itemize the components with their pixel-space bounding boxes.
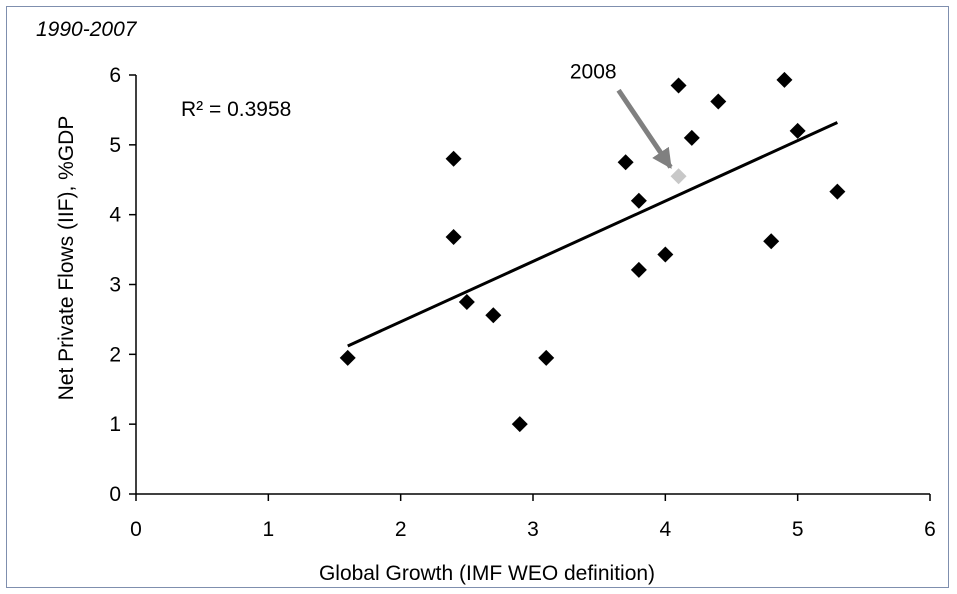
data-point xyxy=(683,129,700,146)
y-tick-label: 0 xyxy=(109,483,121,506)
data-points xyxy=(339,71,846,433)
axes xyxy=(135,75,930,495)
trendline xyxy=(347,121,838,348)
y-tick-label: 6 xyxy=(109,64,121,87)
data-point xyxy=(657,246,674,263)
y-axis-label: Net Private Flows (IIF), %GDP xyxy=(55,116,78,401)
data-point xyxy=(485,307,502,324)
data-point xyxy=(710,93,727,110)
x-tick-label: 0 xyxy=(130,518,142,541)
chart-subtitle: 1990-2007 xyxy=(36,18,138,41)
data-point xyxy=(789,122,806,139)
x-axis-label: Global Growth (IMF WEO definition) xyxy=(319,562,655,585)
chart-frame xyxy=(6,6,949,588)
x-tick-label: 5 xyxy=(792,518,804,541)
trendline-group xyxy=(347,121,838,348)
x-tick-label: 6 xyxy=(924,518,936,541)
y-tick-label: 5 xyxy=(109,134,121,157)
data-point xyxy=(630,192,647,209)
x-tick-label: 4 xyxy=(659,518,671,541)
data-point xyxy=(339,349,356,366)
y-tick-label: 3 xyxy=(109,274,121,297)
data-point xyxy=(617,154,634,171)
annotations: 2008 xyxy=(570,60,673,169)
x-tick-label: 1 xyxy=(262,518,274,541)
y-tick-label: 1 xyxy=(109,413,121,436)
data-point xyxy=(538,349,555,366)
data-point xyxy=(763,233,780,250)
tick-group: 0 1 2 3 4 5 6 0 1 2 3 4 5 6 xyxy=(109,64,936,541)
data-point xyxy=(511,416,528,433)
data-point xyxy=(776,71,793,88)
r-squared-label: R² = 0.3958 xyxy=(181,98,291,121)
data-point xyxy=(630,261,647,278)
data-point xyxy=(670,77,687,94)
y-tick-label: 4 xyxy=(109,204,121,227)
data-point xyxy=(445,229,462,246)
data-point xyxy=(670,168,687,185)
data-point xyxy=(445,150,462,167)
x-tick-label: 2 xyxy=(395,518,407,541)
x-tick-label: 3 xyxy=(527,518,539,541)
annotation-label: 2008 xyxy=(570,60,617,83)
data-point xyxy=(829,183,846,200)
y-tick-label: 2 xyxy=(109,343,121,366)
annotation-arrow xyxy=(616,88,673,169)
data-point xyxy=(458,293,475,310)
